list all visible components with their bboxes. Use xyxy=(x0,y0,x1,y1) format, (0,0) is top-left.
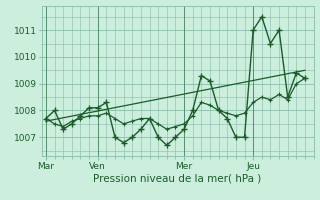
X-axis label: Pression niveau de la mer( hPa ): Pression niveau de la mer( hPa ) xyxy=(93,173,262,183)
